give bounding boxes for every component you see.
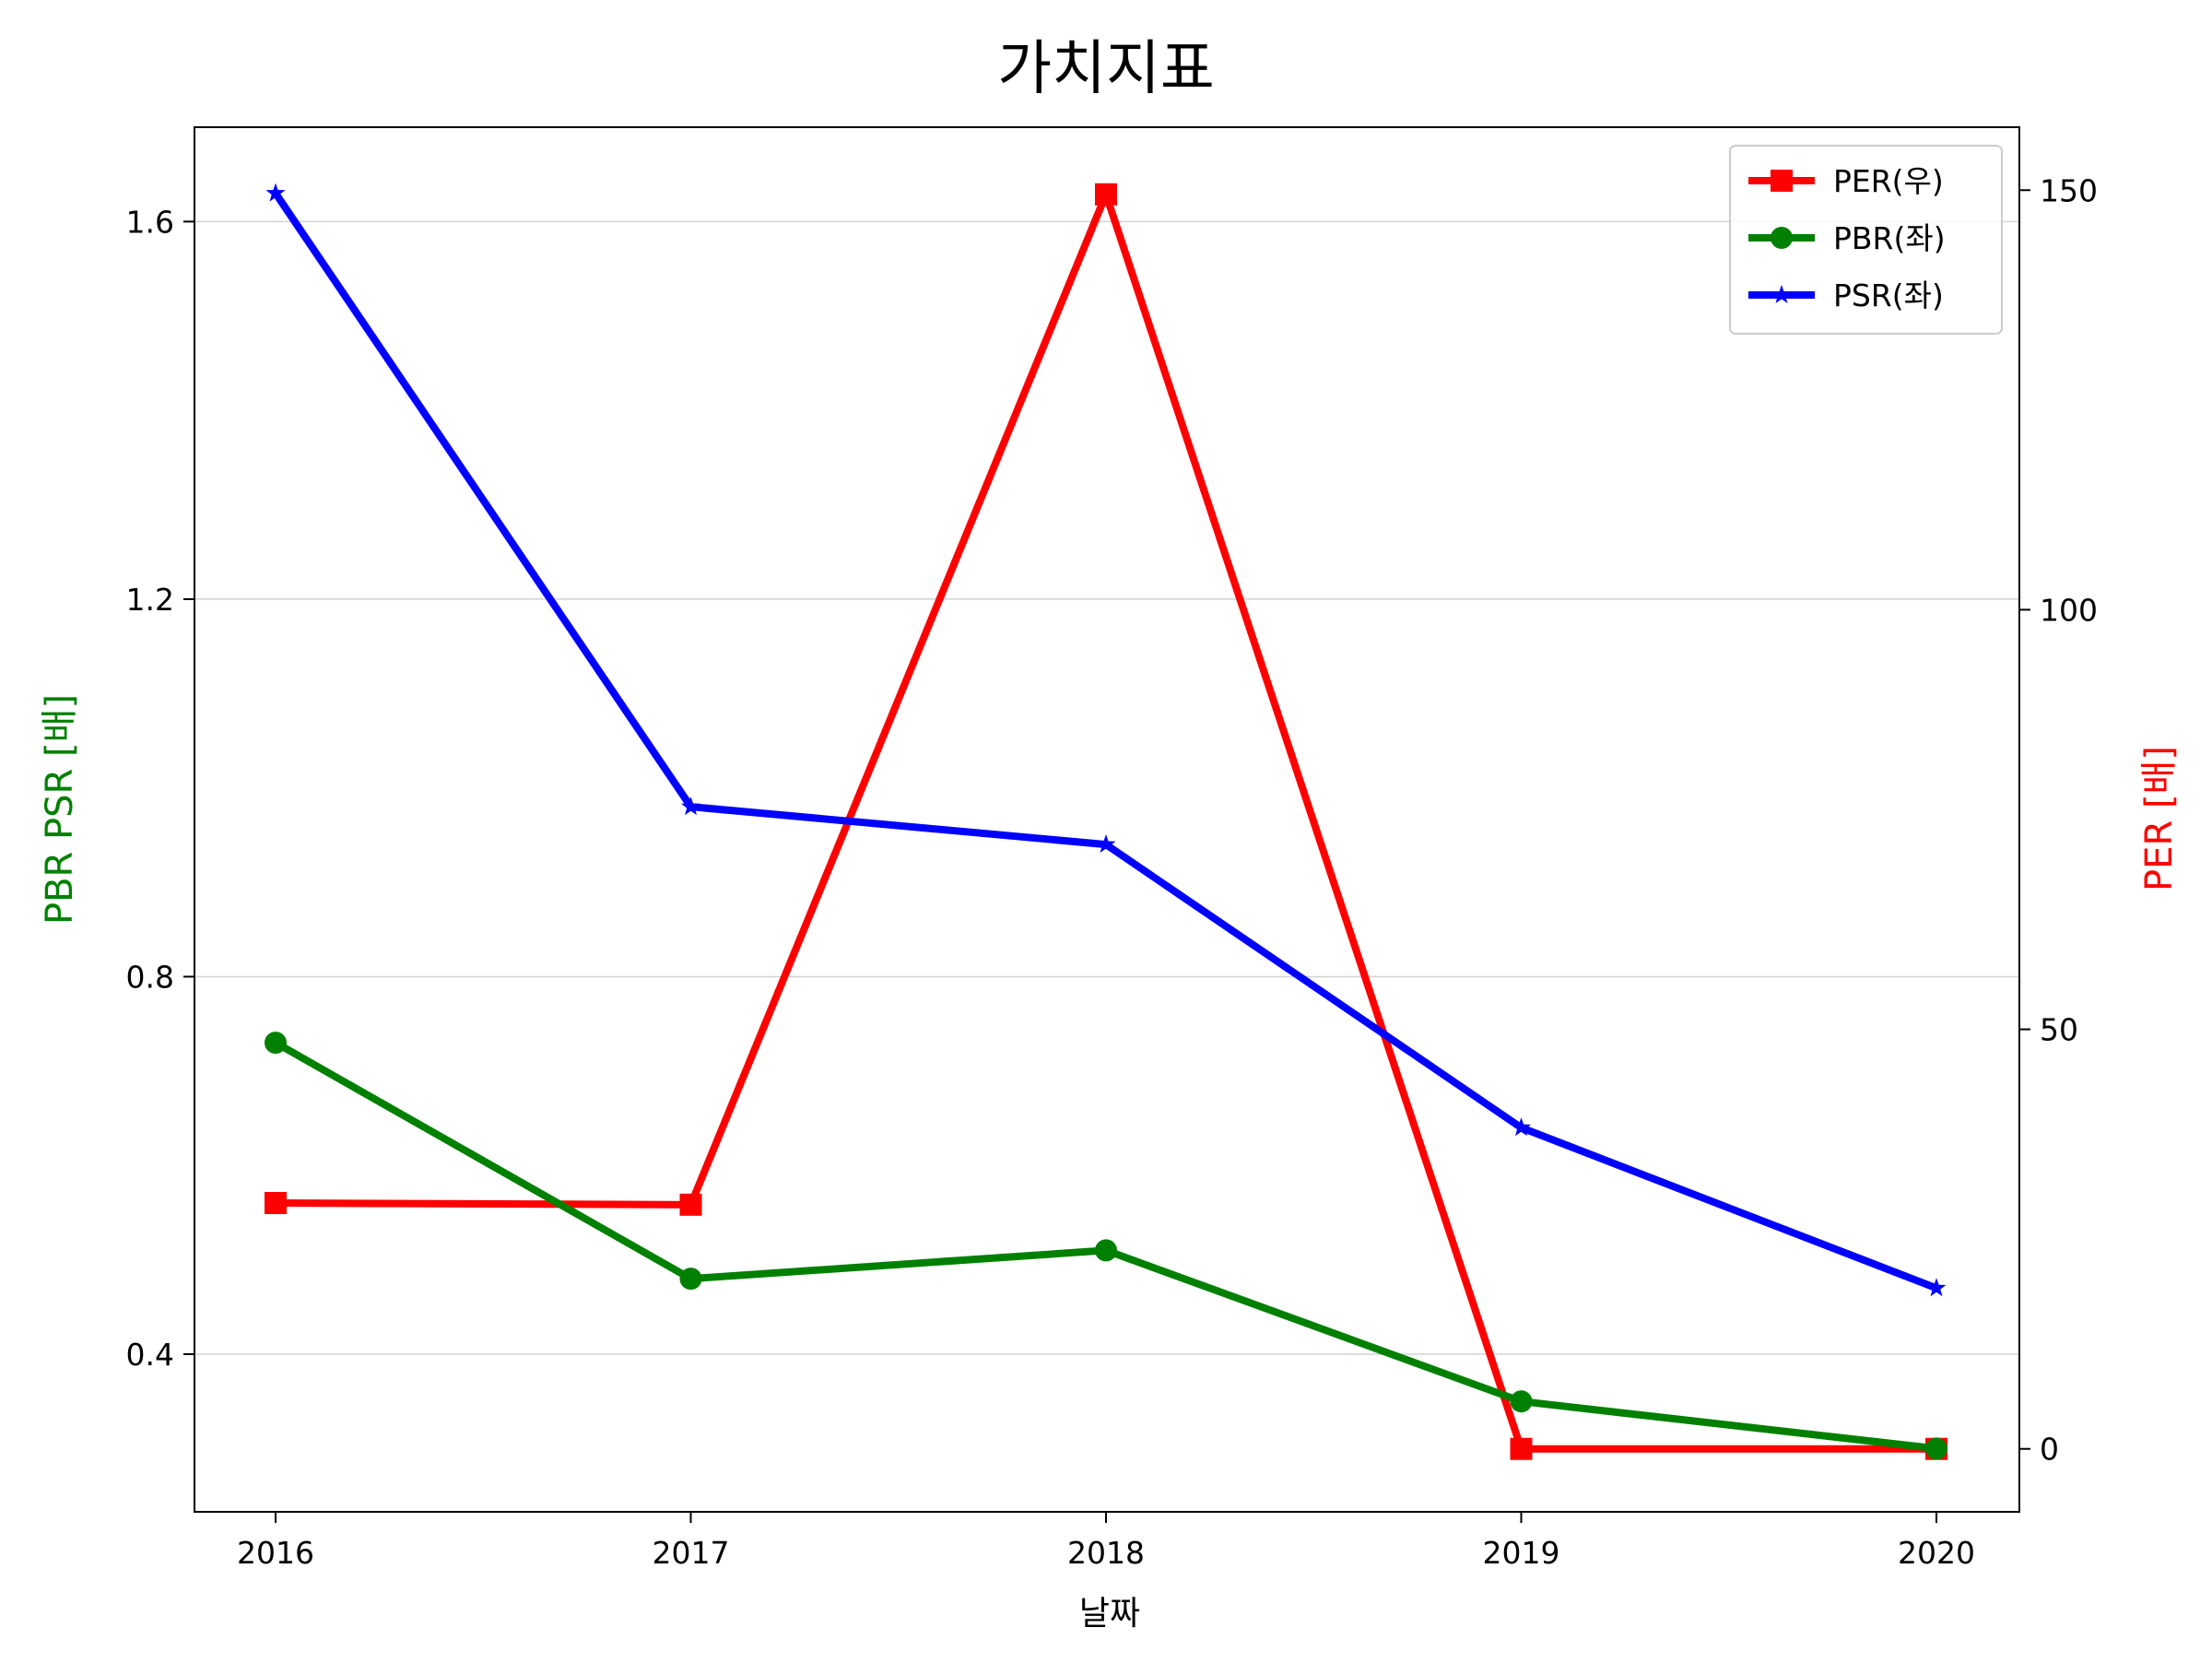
- legend-box: [1729, 145, 2003, 335]
- chart-title: 가치지표: [997, 35, 1215, 103]
- x-axis-title: 날짜: [1079, 1595, 1140, 1633]
- legend-label: PER(우): [1833, 163, 1944, 199]
- data-point-circle: [265, 1032, 287, 1055]
- data-point-square: [265, 1192, 287, 1215]
- legend-marker-circle: [1771, 227, 1793, 249]
- y-right-tick-label: 50: [2040, 1012, 2078, 1048]
- legend-label: PSR(좌): [1833, 277, 1944, 313]
- legend: PER(우) PBR(좌) PSR(좌): [1729, 145, 2003, 335]
- data-point-circle: [1510, 1390, 1533, 1413]
- legend-entry: PSR(좌): [1748, 277, 1944, 313]
- x-tick-label: 2018: [1067, 1535, 1145, 1571]
- legend-marker-star: [1771, 285, 1792, 303]
- grid-layer: [194, 220, 2019, 1355]
- x-tick-label: 2016: [237, 1535, 314, 1571]
- y-left-tick-label: 1.6: [126, 204, 174, 240]
- data-point-star: [265, 183, 286, 202]
- y-right-tick-label: 150: [2040, 172, 2098, 208]
- y-left-tick-label: 1.2: [126, 582, 174, 618]
- y-right-tick-label: 100: [2040, 592, 2098, 628]
- data-point-circle: [679, 1268, 702, 1291]
- data-point-star: [1096, 834, 1116, 853]
- axes-layer: 2016 2017 2018 2019 2020 0.4 0.8 1.2 1.6 0 50 100 15…: [126, 126, 2098, 1571]
- data-point-star: [1926, 1278, 1947, 1297]
- data-point-square: [1095, 183, 1117, 206]
- x-tick-label: 2017: [653, 1535, 730, 1571]
- data-point-circle: [1925, 1437, 1947, 1460]
- y-axis-right-title: PER [배]: [2138, 746, 2181, 891]
- plot-frame: [194, 126, 2020, 1513]
- data-point-square: [1510, 1437, 1533, 1460]
- y-left-tick-label: 0.8: [126, 959, 174, 995]
- y-left-tick-label: 0.4: [126, 1337, 174, 1373]
- data-point-star: [1512, 1117, 1531, 1137]
- legend-entry: PBR(좌): [1748, 220, 1946, 256]
- data-point-circle: [1095, 1239, 1117, 1262]
- x-tick-label: 2019: [1483, 1535, 1560, 1571]
- y-axis-left-title: PBR PSR [배]: [39, 694, 81, 925]
- series-layer: [265, 183, 1947, 1460]
- data-point-star: [681, 796, 700, 816]
- series-line-psr좌: [272, 189, 1940, 1292]
- y-right-tick-label: 0: [2040, 1432, 2059, 1468]
- legend-entry: PER(우): [1748, 163, 1944, 199]
- legend-marker-square: [1771, 170, 1793, 192]
- legend-label: PBR(좌): [1833, 220, 1946, 256]
- data-point-square: [679, 1193, 702, 1216]
- x-tick-label: 2020: [1898, 1535, 1975, 1571]
